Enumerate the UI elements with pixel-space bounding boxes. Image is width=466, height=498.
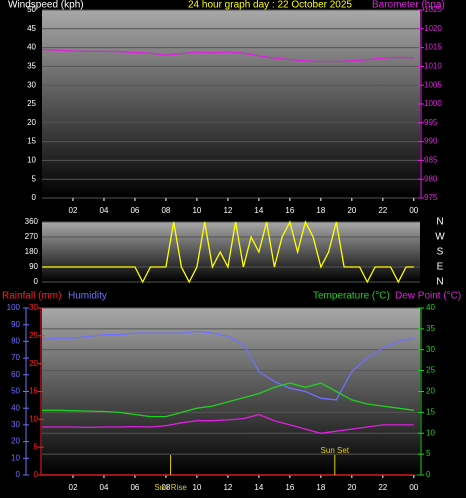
chart-title: 24 hour graph day : 22 October 2025 — [188, 0, 352, 11]
y-tick-label: 10 — [426, 428, 435, 437]
y-tick-label: 25 — [27, 99, 36, 108]
x-tick-label: 12 — [223, 206, 232, 215]
y-tick-label: 985 — [424, 156, 438, 165]
y-tick-label: 1010 — [424, 62, 442, 71]
annotation: Sun Rise — [154, 483, 187, 492]
annotation: Sun Set — [321, 446, 350, 455]
y-tick-label: 20 — [426, 387, 435, 396]
x-tick-label: 14 — [254, 206, 263, 215]
legend-label: Barometer (hpa) — [372, 0, 445, 11]
y-tick-label: E — [437, 262, 444, 273]
x-tick-label: 10 — [192, 206, 201, 215]
y-tick-label: 0 — [34, 277, 39, 286]
series-line — [42, 413, 414, 434]
y-tick-label: 1005 — [424, 80, 442, 89]
x-tick-label: 06 — [130, 483, 139, 492]
y-tick-label: 90 — [11, 320, 20, 329]
x-tick-label: 00 — [409, 206, 418, 215]
y-tick-label: W — [435, 232, 445, 243]
y-tick-label: 980 — [424, 174, 438, 183]
x-tick-label: 10 — [192, 483, 201, 492]
y-tick-label: 20 — [29, 359, 38, 368]
series-line — [42, 220, 414, 284]
y-axis-label: Windspeed (kph) — [8, 0, 84, 11]
y-tick-label: 90 — [29, 262, 38, 271]
y-tick-label: 975 — [424, 193, 438, 202]
y-tick-label: 30 — [29, 303, 38, 312]
y-tick-label: 15 — [27, 137, 36, 146]
y-tick-label: 995 — [424, 118, 438, 127]
y-tick-label: 5 — [426, 449, 431, 458]
x-tick-label: 08 — [161, 206, 170, 215]
y-tick-label: 20 — [11, 437, 20, 446]
y-tick-label: 270 — [25, 232, 39, 241]
y-tick-label: 15 — [426, 407, 435, 416]
y-tick-label: 35 — [426, 324, 435, 333]
x-tick-label: 02 — [69, 206, 78, 215]
y-tick-label: 10 — [29, 414, 38, 423]
y-tick-label: 60 — [11, 370, 20, 379]
x-tick-label: 18 — [316, 483, 325, 492]
y-tick-label: 50 — [11, 387, 20, 396]
x-tick-label: 06 — [130, 206, 139, 215]
x-tick-label: 04 — [100, 483, 109, 492]
y-tick-label: N — [436, 277, 443, 288]
legend-label: Humidity — [68, 291, 107, 302]
x-tick-label: 20 — [347, 206, 356, 215]
y-tick-label: 20 — [27, 118, 36, 127]
y-tick-label: S — [437, 247, 444, 258]
x-tick-label: 16 — [285, 206, 294, 215]
x-tick-label: 12 — [223, 483, 232, 492]
y-tick-label: 100 — [7, 303, 21, 312]
y-tick-label: 10 — [27, 156, 36, 165]
x-tick-label: 02 — [69, 483, 78, 492]
y-tick-label: 1000 — [424, 99, 442, 108]
y-tick-label: 5 — [34, 442, 39, 451]
y-tick-label: 25 — [426, 366, 435, 375]
y-tick-label: 1020 — [424, 24, 442, 33]
legend-label: Temperature (°C) — [313, 291, 390, 302]
x-tick-label: 22 — [378, 206, 387, 215]
y-tick-label: 25 — [29, 331, 38, 340]
y-tick-label: 5 — [32, 174, 37, 183]
series-line — [41, 330, 414, 401]
x-tick-label: 20 — [347, 483, 356, 492]
y-tick-label: 180 — [25, 247, 39, 256]
y-tick-label: 0 — [32, 193, 37, 202]
series-line — [42, 382, 414, 418]
x-tick-label: 16 — [285, 483, 294, 492]
y-tick-label: 50 — [27, 5, 36, 14]
x-tick-label: 00 — [409, 483, 418, 492]
x-tick-label: 22 — [378, 483, 387, 492]
y-tick-label: 10 — [11, 453, 20, 462]
y-tick-label: 30 — [426, 345, 435, 354]
y-tick-label: 45 — [27, 24, 36, 33]
legend-label: Dew Point (°C) — [395, 291, 461, 302]
y-tick-label: N — [436, 217, 443, 228]
y-tick-label: 40 — [27, 43, 36, 52]
y-tick-label: 360 — [25, 217, 39, 226]
y-tick-label: 80 — [11, 337, 20, 346]
series-line — [41, 48, 414, 63]
y-tick-label: 0 — [16, 470, 21, 479]
y-tick-label: 70 — [11, 353, 20, 362]
y-tick-label: 40 — [426, 303, 435, 312]
y-tick-label: 40 — [11, 403, 20, 412]
y-tick-label: 1015 — [424, 43, 442, 52]
y-tick-label: 35 — [27, 62, 36, 71]
y-tick-label: 15 — [29, 387, 38, 396]
y-tick-label: 0 — [34, 470, 39, 479]
x-tick-label: 14 — [254, 483, 263, 492]
x-tick-label: 18 — [316, 206, 325, 215]
x-tick-label: 08 — [161, 483, 170, 492]
y-tick-label: 30 — [27, 80, 36, 89]
x-tick-label: 04 — [100, 206, 109, 215]
y-tick-label: 1025 — [424, 5, 442, 14]
y-tick-label: 30 — [11, 420, 20, 429]
y-tick-label: 0 — [426, 470, 431, 479]
legend-label: Rainfall (mm) — [2, 291, 61, 302]
y-tick-label: 990 — [424, 137, 438, 146]
